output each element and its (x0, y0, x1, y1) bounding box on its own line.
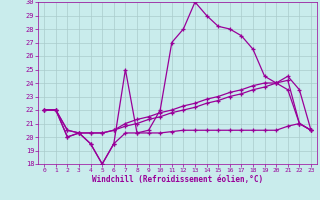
X-axis label: Windchill (Refroidissement éolien,°C): Windchill (Refroidissement éolien,°C) (92, 175, 263, 184)
